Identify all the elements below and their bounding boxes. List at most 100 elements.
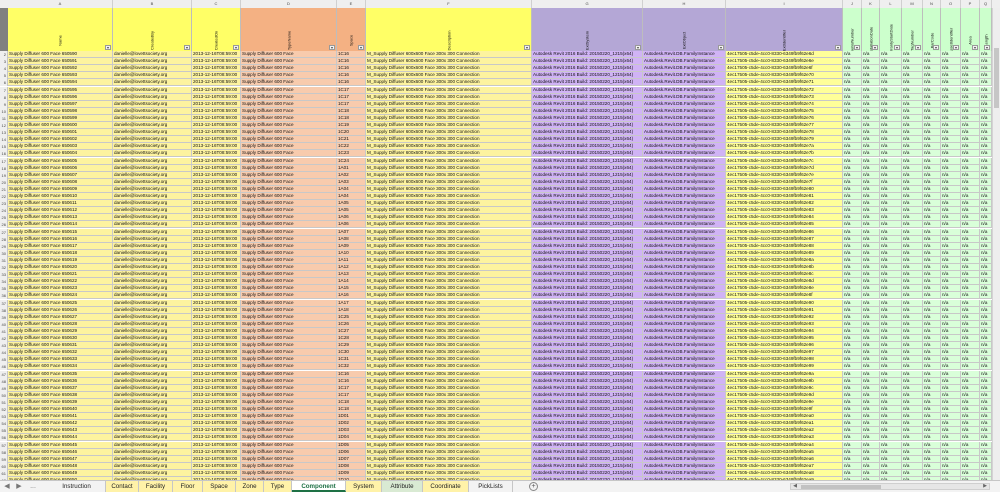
cell-space[interactable]: 1C16 — [337, 72, 366, 80]
cell-space[interactable]: 1C30 — [337, 349, 366, 357]
cell-ext-identifier[interactable]: 4ec17505-c5de-4cc0-8330-6349fb9f62ea1 — [726, 420, 843, 428]
row-number[interactable]: 19 — [0, 171, 8, 179]
cell-area[interactable]: n/a — [961, 441, 980, 449]
cell-created-by[interactable]: danielle@lovettsociety.org — [113, 242, 192, 250]
cell-area[interactable]: n/a — [961, 342, 980, 350]
cell-bar-code[interactable]: n/a — [923, 207, 941, 215]
cell-ext-system[interactable]: Autodesk Revit 2016 Build: 20150220_1215… — [532, 129, 643, 137]
cell-ext-identifier[interactable]: 4ec17505-c5de-4cc0-8330-6349fb9f62e95 — [726, 335, 843, 343]
cell-installation-date[interactable]: n/a — [862, 327, 880, 335]
cell-tag-number[interactable]: n/a — [902, 171, 923, 179]
cell-ext-identifier[interactable]: 4ec17505-c5de-4cc0-8330-6349fb9f62e8b — [726, 264, 843, 272]
cell-length[interactable]: n/a — [980, 164, 992, 172]
cell-ext-identifier[interactable]: 4ec17505-c5de-4cc0-8330-6349fb9f62e8d — [726, 278, 843, 286]
column-letter-j[interactable]: J — [843, 0, 862, 8]
cell-bar-code[interactable]: n/a — [923, 178, 941, 186]
cell-created-on[interactable]: 2013-12-16T08:59:00 — [192, 363, 241, 371]
cell-space[interactable]: 1A09 — [337, 242, 366, 250]
cell-ext-identifier[interactable]: 4ec17505-c5de-4cc0-8330-6349fb9f62e8f — [726, 292, 843, 300]
cell-description[interactable]: M_Supply Diffuser 600x600 Face 300x 300 … — [366, 136, 532, 144]
cell-name[interactable]: Supply Diffuser 600 Face 650616 — [8, 235, 113, 243]
cell-space[interactable]: 1A03 — [337, 178, 366, 186]
cell-created-by[interactable]: danielle@lovettsociety.org — [113, 79, 192, 87]
cell-description[interactable]: M_Supply Diffuser 600x600 Face 300x 300 … — [366, 79, 532, 87]
cell-asset-identifier[interactable]: n/a — [941, 448, 961, 456]
cell-created-on[interactable]: 2013-12-16T08:59:00 — [192, 242, 241, 250]
cell-tag-number[interactable]: n/a — [902, 79, 923, 87]
filter-dropdown-icon[interactable] — [524, 45, 530, 50]
cell-bar-code[interactable]: n/a — [923, 349, 941, 357]
row-number[interactable]: 16 — [0, 150, 8, 158]
row-number[interactable]: 30 — [0, 249, 8, 257]
cell-type-name[interactable]: Supply Diffuser 600 Face — [241, 143, 337, 151]
cell-asset-identifier[interactable]: n/a — [941, 178, 961, 186]
cell-length[interactable]: n/a — [980, 185, 992, 193]
cell-ext-object[interactable]: Autodesk.Revit.DB.FamilyInstance — [643, 129, 726, 137]
cell-length[interactable]: n/a — [980, 242, 992, 250]
cell-name[interactable]: Supply Diffuser 600 Face 650612 — [8, 207, 113, 215]
cell-ext-identifier[interactable]: 4ec17505-c5de-4cc0-8330-6349fb9f62e70 — [726, 72, 843, 80]
cell-name[interactable]: Supply Diffuser 600 Face 650638 — [8, 391, 113, 399]
cell-ext-identifier[interactable]: 4ec17505-c5de-4cc0-8330-6349fb9f62e86 — [726, 228, 843, 236]
cell-description[interactable]: M_Supply Diffuser 600x600 Face 300x 300 … — [366, 93, 532, 101]
cell-warranty-start-date[interactable]: n/a — [880, 477, 902, 480]
cell-created-on[interactable]: 2013-12-16T08:59:00 — [192, 178, 241, 186]
cell-ext-identifier[interactable]: 4ec17505-c5de-4cc0-8330-6349fb9f62e94 — [726, 327, 843, 335]
row-number[interactable]: 42 — [0, 335, 8, 343]
cell-ext-object[interactable]: Autodesk.Revit.DB.FamilyInstance — [643, 377, 726, 385]
row-number[interactable]: 20 — [0, 178, 8, 186]
cell-length[interactable]: n/a — [980, 107, 992, 115]
cell-description[interactable]: M_Supply Diffuser 600x600 Face 300x 300 … — [366, 249, 532, 257]
cell-installation-date[interactable]: n/a — [862, 377, 880, 385]
cell-created-on[interactable]: 2013-12-16T08:59:00 — [192, 264, 241, 272]
cell-tag-number[interactable]: n/a — [902, 313, 923, 321]
cell-created-on[interactable]: 2013-12-16T08:59:00 — [192, 377, 241, 385]
cell-bar-code[interactable]: n/a — [923, 164, 941, 172]
cell-area[interactable]: n/a — [961, 249, 980, 257]
cell-warranty-start-date[interactable]: n/a — [880, 93, 902, 101]
cell-created-on[interactable]: 2013-12-16T08:59:00 — [192, 249, 241, 257]
cell-created-by[interactable]: danielle@lovettsociety.org — [113, 207, 192, 215]
cell-tag-number[interactable]: n/a — [902, 320, 923, 328]
cell-serial-number[interactable]: n/a — [843, 448, 862, 456]
filter-dropdown-icon[interactable] — [635, 45, 641, 50]
cell-name[interactable]: Supply Diffuser 600 Face 650596 — [8, 93, 113, 101]
cell-ext-object[interactable]: Autodesk.Revit.DB.FamilyInstance — [643, 100, 726, 108]
cell-length[interactable]: n/a — [980, 327, 992, 335]
cell-installation-date[interactable]: n/a — [862, 114, 880, 122]
cell-name[interactable]: Supply Diffuser 600 Face 650644 — [8, 434, 113, 442]
cell-created-by[interactable]: danielle@lovettsociety.org — [113, 370, 192, 378]
cell-area[interactable]: n/a — [961, 207, 980, 215]
cell-type-name[interactable]: Supply Diffuser 600 Face — [241, 171, 337, 179]
cell-length[interactable]: n/a — [980, 434, 992, 442]
cell-tag-number[interactable]: n/a — [902, 249, 923, 257]
cell-serial-number[interactable]: n/a — [843, 420, 862, 428]
tab-attribute[interactable]: Attribute — [382, 481, 423, 492]
cell-serial-number[interactable]: n/a — [843, 335, 862, 343]
cell-description[interactable]: M_Supply Diffuser 600x600 Face 300x 300 … — [366, 114, 532, 122]
scroll-left-icon[interactable]: ◀ — [793, 483, 797, 489]
cell-tag-number[interactable]: n/a — [902, 122, 923, 130]
cell-ext-system[interactable]: Autodesk Revit 2016 Build: 20150220_1215… — [532, 256, 643, 264]
cell-asset-identifier[interactable]: n/a — [941, 256, 961, 264]
cell-tag-number[interactable]: n/a — [902, 114, 923, 122]
cell-warranty-start-date[interactable]: n/a — [880, 363, 902, 371]
cell-asset-identifier[interactable]: n/a — [941, 427, 961, 435]
cell-length[interactable]: n/a — [980, 477, 992, 480]
cell-type-name[interactable]: Supply Diffuser 600 Face — [241, 136, 337, 144]
cell-created-on[interactable]: 2013-12-16T08:59:00 — [192, 434, 241, 442]
cell-ext-object[interactable]: Autodesk.Revit.DB.FamilyInstance — [643, 200, 726, 208]
cell-created-on[interactable]: 2013-12-16T08:59:00 — [192, 413, 241, 421]
cell-name[interactable]: Supply Diffuser 600 Face 650590 — [8, 51, 113, 59]
cell-type-name[interactable]: Supply Diffuser 600 Face — [241, 434, 337, 442]
cell-ext-object[interactable]: Autodesk.Revit.DB.FamilyInstance — [643, 455, 726, 463]
cell-ext-identifier[interactable]: 4ec17505-c5de-4cc0-8330-6349fb9f62e72 — [726, 86, 843, 94]
cell-serial-number[interactable]: n/a — [843, 455, 862, 463]
cell-bar-code[interactable]: n/a — [923, 129, 941, 137]
cell-ext-system[interactable]: Autodesk Revit 2016 Build: 20150220_1215… — [532, 79, 643, 87]
row-number[interactable]: 22 — [0, 193, 8, 201]
cell-space[interactable]: 1C18 — [337, 398, 366, 406]
cell-ext-object[interactable]: Autodesk.Revit.DB.FamilyInstance — [643, 327, 726, 335]
cell-length[interactable]: n/a — [980, 271, 992, 279]
cell-space[interactable]: 1A07 — [337, 228, 366, 236]
